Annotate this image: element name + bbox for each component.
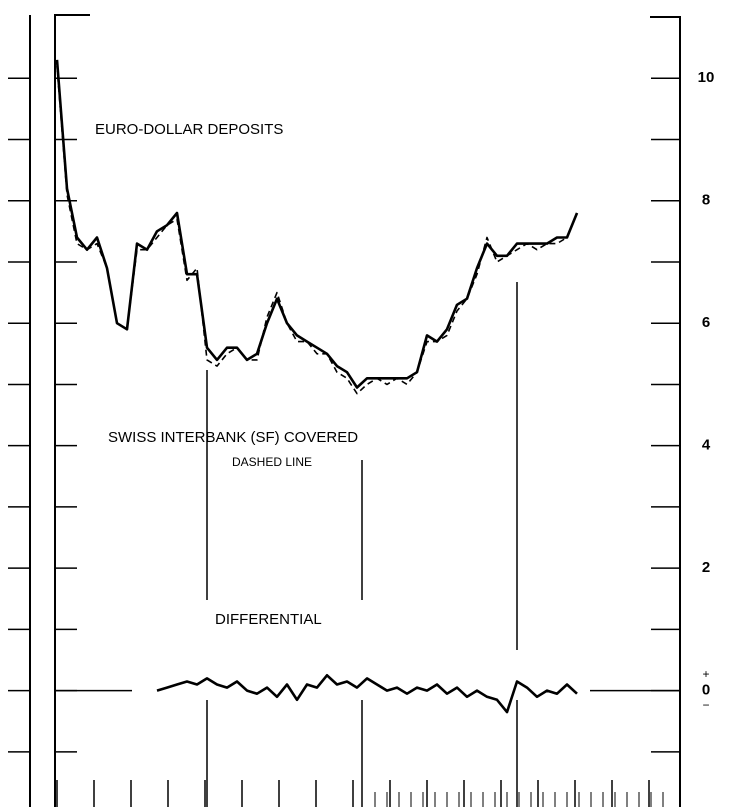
series-label: SWISS INTERBANK (SF) COVERED xyxy=(108,429,358,446)
y-tick-label: 0 xyxy=(702,682,710,699)
y-tick-label: 6 xyxy=(702,314,710,331)
zero-sign: − xyxy=(702,698,709,712)
left-axis xyxy=(54,14,90,807)
reference-lines xyxy=(206,282,518,807)
series-line xyxy=(55,59,579,389)
series-label: DIFFERENTIAL xyxy=(215,611,322,628)
y-tick-label: 8 xyxy=(702,192,710,209)
y-tick-label: 2 xyxy=(702,559,710,576)
series-line xyxy=(56,65,578,395)
right-axis xyxy=(650,16,681,807)
annotation: DASHED LINE xyxy=(232,455,312,469)
y-tick-label: 4 xyxy=(702,437,711,454)
y-tick-label: 10 xyxy=(698,69,715,86)
zero-sign: + xyxy=(702,667,709,681)
series-line xyxy=(156,674,578,714)
series-label: EURO-DOLLAR DEPOSITS xyxy=(95,121,283,138)
